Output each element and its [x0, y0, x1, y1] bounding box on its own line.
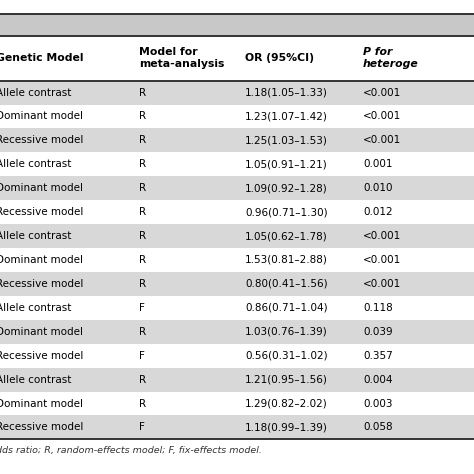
Text: R: R [139, 136, 146, 146]
Bar [0, 128, 474, 152]
Text: 0.86(0.71–1.04): 0.86(0.71–1.04) [245, 303, 328, 313]
Text: 0.012: 0.012 [363, 207, 392, 217]
Bar [0, 320, 474, 344]
Bar [0, 152, 474, 176]
Bar [0, 224, 474, 248]
Text: Allele contrast: Allele contrast [0, 374, 72, 384]
Text: 0.56(0.31–1.02): 0.56(0.31–1.02) [245, 351, 328, 361]
Text: Recessive model: Recessive model [0, 422, 83, 432]
Text: R: R [139, 327, 146, 337]
Bar [0, 272, 474, 296]
Text: Recessive model: Recessive model [0, 136, 83, 146]
Text: dds ratio; R, random-effects model; F, fix-effects model.: dds ratio; R, random-effects model; F, f… [0, 447, 262, 455]
Text: Dominant model: Dominant model [0, 327, 83, 337]
Text: OR (95%CI): OR (95%CI) [245, 53, 314, 63]
Text: Genetic Model: Genetic Model [0, 53, 84, 63]
Text: <0.001: <0.001 [363, 88, 401, 98]
Bar [0, 416, 474, 439]
Text: R: R [139, 231, 146, 241]
Text: R: R [139, 255, 146, 265]
Text: 1.53(0.81–2.88): 1.53(0.81–2.88) [245, 255, 328, 265]
Text: Allele contrast: Allele contrast [0, 88, 72, 98]
Text: R: R [139, 374, 146, 384]
Text: 0.058: 0.058 [363, 422, 392, 432]
Text: 1.25(1.03–1.53): 1.25(1.03–1.53) [245, 136, 328, 146]
Text: F: F [139, 422, 145, 432]
Text: R: R [139, 183, 146, 193]
Text: Recessive model: Recessive model [0, 279, 83, 289]
Text: Allele contrast: Allele contrast [0, 231, 72, 241]
Bar [0, 248, 474, 272]
Bar [0, 14, 474, 36]
Text: 0.357: 0.357 [363, 351, 393, 361]
Bar [0, 176, 474, 200]
Text: F: F [139, 303, 145, 313]
Text: 1.18(1.05–1.33): 1.18(1.05–1.33) [245, 88, 328, 98]
Text: <0.001: <0.001 [363, 231, 401, 241]
Text: <0.001: <0.001 [363, 111, 401, 121]
Text: R: R [139, 88, 146, 98]
Text: P for
heteroge: P for heteroge [363, 47, 419, 69]
Text: 1.29(0.82–2.02): 1.29(0.82–2.02) [245, 399, 328, 409]
Text: Model for
meta-analysis: Model for meta-analysis [139, 47, 225, 69]
Text: Recessive model: Recessive model [0, 207, 83, 217]
Bar [0, 200, 474, 224]
Bar [0, 392, 474, 416]
Text: 1.21(0.95–1.56): 1.21(0.95–1.56) [245, 374, 328, 384]
Text: 1.09(0.92–1.28): 1.09(0.92–1.28) [245, 183, 328, 193]
Bar [0, 296, 474, 320]
Text: 0.010: 0.010 [363, 183, 392, 193]
Text: Dominant model: Dominant model [0, 255, 83, 265]
Bar [0, 368, 474, 392]
Text: R: R [139, 279, 146, 289]
Text: Allele contrast: Allele contrast [0, 159, 72, 169]
Text: Recessive model: Recessive model [0, 351, 83, 361]
Text: 0.004: 0.004 [363, 374, 392, 384]
Text: R: R [139, 111, 146, 121]
Text: 0.039: 0.039 [363, 327, 392, 337]
Text: Dominant model: Dominant model [0, 399, 83, 409]
Text: 0.001: 0.001 [363, 159, 392, 169]
Text: 0.118: 0.118 [363, 303, 393, 313]
Text: 1.23(1.07–1.42): 1.23(1.07–1.42) [245, 111, 328, 121]
Text: Dominant model: Dominant model [0, 111, 83, 121]
Text: R: R [139, 207, 146, 217]
Text: <0.001: <0.001 [363, 136, 401, 146]
Bar [0, 104, 474, 128]
Bar [0, 344, 474, 368]
Text: 0.96(0.71–1.30): 0.96(0.71–1.30) [245, 207, 328, 217]
Text: 0.80(0.41–1.56): 0.80(0.41–1.56) [245, 279, 328, 289]
Text: R: R [139, 159, 146, 169]
Text: 1.18(0.99–1.39): 1.18(0.99–1.39) [245, 422, 328, 432]
Text: 0.003: 0.003 [363, 399, 392, 409]
Text: 1.05(0.91–1.21): 1.05(0.91–1.21) [245, 159, 328, 169]
Text: <0.001: <0.001 [363, 255, 401, 265]
Text: 1.05(0.62–1.78): 1.05(0.62–1.78) [245, 231, 328, 241]
Text: Dominant model: Dominant model [0, 183, 83, 193]
Text: <0.001: <0.001 [363, 279, 401, 289]
Text: R: R [139, 399, 146, 409]
Bar [0, 81, 474, 104]
Text: F: F [139, 351, 145, 361]
Text: 1.03(0.76–1.39): 1.03(0.76–1.39) [245, 327, 328, 337]
Text: Allele contrast: Allele contrast [0, 303, 72, 313]
